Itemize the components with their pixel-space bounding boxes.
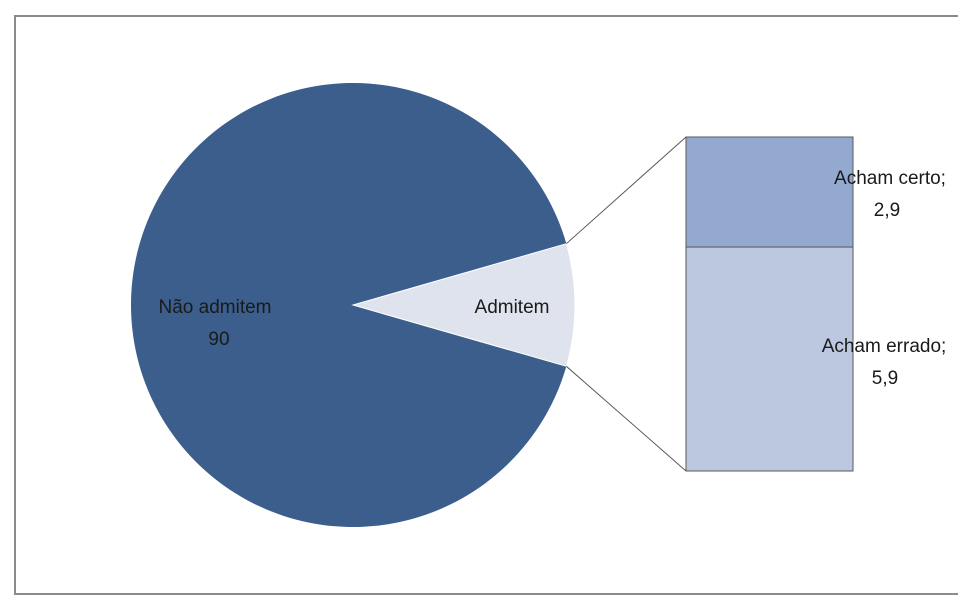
pie-slice-admitem: [351, 243, 576, 367]
connector-line-top: [566, 136, 687, 245]
bar-segment-acham-errado: [685, 246, 854, 472]
bar-label-acham-errado: Acham errado;: [822, 336, 947, 357]
bar-value-acham-errado: 5,9: [872, 368, 898, 389]
pie-group: [131, 83, 576, 527]
slice-label-nao-admitem: Não admitem: [159, 297, 272, 318]
breakdown-bar-group: [685, 136, 854, 472]
bar-segment-acham-certo: [685, 136, 854, 248]
slice-value-nao-admitem: 90: [208, 329, 229, 350]
bar-label-acham-certo: Acham certo;: [834, 168, 946, 189]
bar-value-acham-certo: 2,9: [874, 200, 900, 221]
pie-slice-nao-admitem: [131, 83, 567, 527]
connector-line-bottom: [566, 365, 687, 472]
slice-label-admitem: Admitem: [475, 297, 550, 318]
connector-lines: [566, 136, 687, 472]
